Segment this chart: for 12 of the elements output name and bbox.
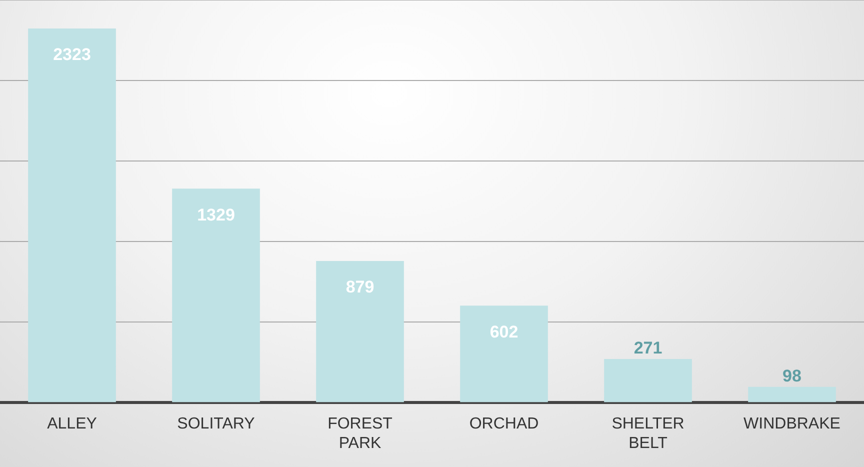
data-label: 1329 [197, 205, 235, 224]
data-label: 2323 [53, 45, 91, 64]
x-tick-label: WINDBRAKE [744, 416, 840, 433]
x-tick-label: FOREST PARK [328, 416, 393, 452]
x-tick-label: ORCHAD [469, 416, 539, 433]
x-tick-label: SHELTER BELT [612, 416, 684, 452]
data-label: 602 [490, 322, 518, 342]
data-label: 98 [782, 366, 802, 386]
x-tick-label: ALLEY [47, 416, 98, 433]
data-label: 271 [634, 338, 662, 358]
x-tick-label: SOLITARY [177, 416, 256, 433]
data-label: 879 [346, 278, 374, 297]
